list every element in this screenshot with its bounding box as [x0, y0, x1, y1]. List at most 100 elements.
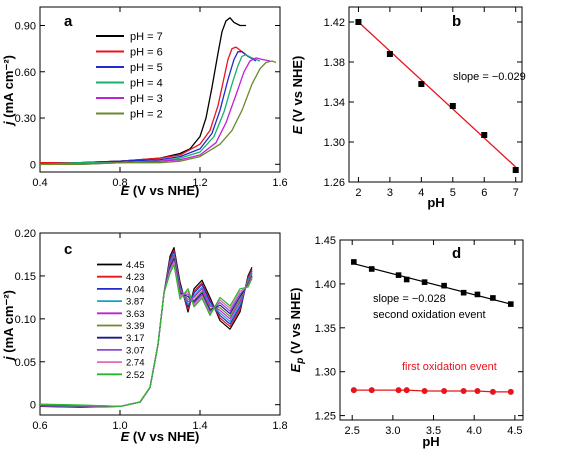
d-data-point-second [351, 259, 357, 265]
d-panel-label: d [452, 245, 461, 262]
d-data-point-first [368, 387, 375, 394]
d-slope-annotation: slope = −0.028 [373, 293, 446, 305]
a-ytick-label: 0.60 [15, 67, 36, 79]
b-data-point [355, 19, 362, 25]
c-series-line [39, 256, 253, 407]
c-series-line [39, 261, 253, 407]
c-panel-label: c [64, 241, 72, 258]
a-legend-label: pH = 6 [130, 47, 163, 59]
c-xtick-label: 1.0 [112, 420, 127, 432]
b-ytick-label: 1.38 [324, 57, 345, 69]
d-first-event-line [353, 389, 511, 393]
c-xtick-label: 1.4 [192, 420, 207, 432]
c-ytick-label: 0 [30, 400, 36, 412]
d-data-point-second [508, 301, 514, 307]
b-fit-line [357, 21, 517, 168]
d-xtick-label: 4.0 [467, 425, 482, 437]
b-data-point [512, 167, 519, 173]
c-legend-label: 3.17 [126, 333, 145, 344]
d-data-point-second [368, 266, 375, 272]
d-xtick-label: 3.0 [385, 425, 400, 437]
d-data-point-second [441, 282, 447, 289]
d-data-point-second [395, 272, 402, 278]
d-data-point-first [441, 388, 448, 395]
a-series-line [40, 60, 277, 165]
a-panel-label: a [64, 13, 73, 30]
b-data-point [481, 132, 488, 138]
c-legend-label: 3.39 [126, 321, 145, 332]
c-ytick-label: 0.20 [15, 228, 36, 240]
c-x-axis-label: E (V vs NHE) [121, 429, 200, 444]
d-plot-frame [339, 239, 524, 421]
b-xtick-label: 7 [513, 187, 519, 199]
panel-b: 2 3 4 5 6 7 1.26 1.30 1.34 1.38 1.42 b slope = −0.02… [290, 6, 526, 210]
c-legend-label: 3.87 [126, 297, 145, 308]
a-legend-label: pH = 3 [130, 93, 163, 105]
a-x-axis-label: E (V vs NHE) [121, 183, 200, 198]
c-plot-frame [39, 232, 281, 416]
c-y-axis-label: j (mA cm⁻²) [1, 290, 16, 362]
a-legend-label: pH = 5 [130, 62, 163, 74]
c-series-line [39, 254, 253, 407]
c-ytick-label: 0.15 [15, 271, 36, 283]
b-ytick-label: 1.34 [324, 97, 345, 109]
b-panel-label: b [452, 13, 461, 30]
b-plot-frame [348, 6, 523, 183]
d-data-point-second [421, 279, 428, 285]
a-plot-frame [39, 6, 281, 173]
c-series-line [39, 253, 253, 408]
d-data-point-first [489, 388, 496, 395]
a-xtick-label: 0.4 [32, 177, 47, 189]
a-y-axis-label: j (mA cm⁻²) [1, 55, 16, 127]
c-legend-label: 2.74 [126, 358, 145, 369]
b-ytick-label: 1.26 [324, 177, 345, 189]
c-series-line [39, 251, 253, 408]
c-series-line [39, 264, 253, 407]
b-xtick-label: 3 [387, 187, 393, 199]
d-y-axis-label: Ep (V vs NHE) [288, 288, 306, 373]
d-ytick-label: 1.30 [315, 367, 336, 379]
b-xtick-label: 4 [418, 187, 424, 199]
d-first-event-annotation: first oxidation event [402, 361, 497, 373]
c-legend-label: 4.45 [126, 260, 145, 271]
c-legend-label: 4.04 [126, 284, 145, 295]
d-xtick-label: 4.5 [507, 425, 522, 437]
c-xtick-label: 0.6 [32, 420, 47, 432]
d-data-point-first [507, 388, 514, 395]
d-xtick-label: 2.5 [345, 425, 360, 437]
b-x-axis-label: pH [427, 195, 444, 210]
d-ytick-label: 1.25 [315, 411, 336, 423]
d-data-point-second [490, 295, 496, 301]
b-ytick-label: 1.30 [324, 137, 345, 149]
d-data-point-first [421, 388, 428, 395]
b-data-point [418, 81, 425, 87]
panel-c: 0.6 1.0 1.4 1.8 0 0.05 0.10 0.15 0.20 c 4.454.234.… [1, 228, 288, 444]
d-xtick-label: 3.5 [426, 425, 441, 437]
c-series-line [39, 258, 253, 407]
d-data-point-first [403, 387, 410, 394]
c-ytick-label: 0.05 [15, 357, 36, 369]
d-fit-line [353, 263, 511, 305]
b-data-point [449, 103, 456, 109]
a-xtick-label: 1.6 [272, 177, 287, 189]
a-ytick-label: 0.30 [15, 113, 36, 125]
b-xtick-label: 5 [450, 187, 456, 199]
a-legend-label: pH = 7 [130, 31, 163, 43]
b-y-axis-label: E (V vs NHE) [290, 56, 305, 135]
d-second-event-annotation: second oxidation event [373, 309, 486, 321]
c-legend-label: 3.63 [126, 309, 145, 320]
c-ytick-label: 0.10 [15, 314, 36, 326]
a-series-line [39, 51, 257, 165]
c-series-line [39, 259, 253, 407]
c-series-line [39, 247, 253, 408]
b-slope-annotation: slope = −0.029 [453, 71, 526, 83]
d-data-point-second [460, 289, 467, 296]
b-ytick-label: 1.42 [324, 17, 345, 29]
d-data-point-second [474, 291, 481, 298]
b-xtick-label: 2 [355, 187, 361, 199]
c-xtick-label: 1.8 [272, 420, 287, 432]
a-xtick-label: 1.2 [192, 177, 207, 189]
b-xtick-label: 6 [481, 187, 487, 199]
d-data-point-second [403, 276, 410, 283]
